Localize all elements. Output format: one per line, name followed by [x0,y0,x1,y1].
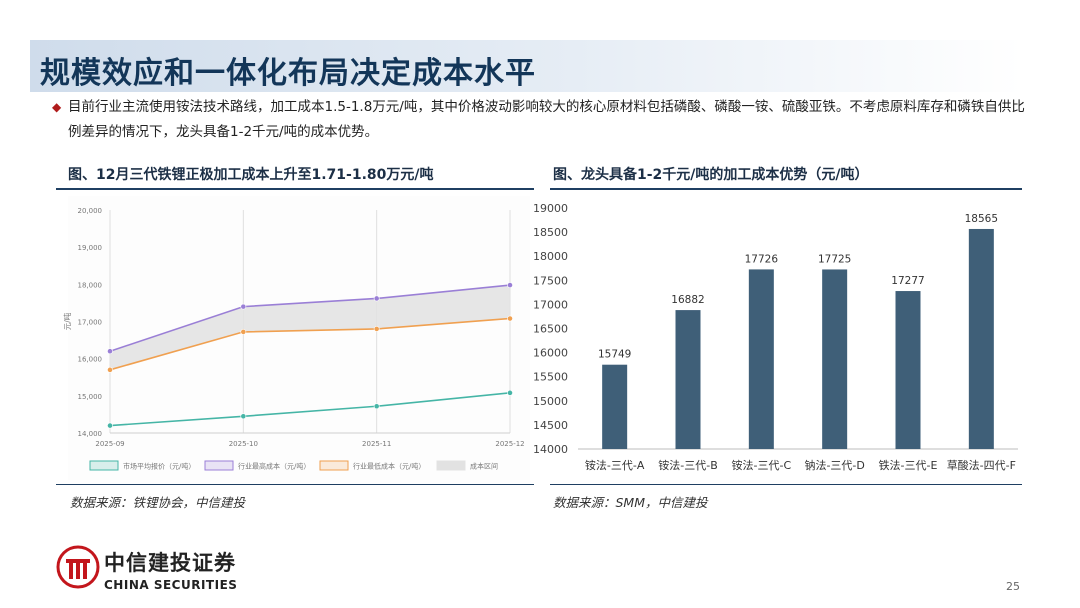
y-tick-label: 16500 [533,323,568,336]
bar [895,291,921,449]
left-figure-top-rule [56,188,534,190]
bullet-paragraph: ◆ 目前行业主流使用铵法技术路线，加工成本1.5-1.8万元/吨，其中价格波动影… [52,95,1028,145]
bar [822,269,848,449]
left-figure-bottom-rule [56,484,534,485]
bar [602,364,628,449]
y-tick-label: 18500 [533,226,568,239]
x-tick-label: 钠法-三代-D [804,458,864,472]
china-securities-logo-icon [56,545,100,589]
x-tick-label: 铵法-三代-C [732,458,792,472]
y-tick-label: 16000 [533,347,568,360]
bar [968,228,994,449]
x-tick-label: 铵法-三代-B [658,458,718,472]
y-tick-label: 14500 [533,419,568,432]
y-tick-label: 15500 [533,371,568,384]
y-tick-label: 19000 [533,202,568,215]
bar-value-label: 15749 [598,349,631,361]
x-tick-label: 草酸法-四代-F [947,458,1016,472]
left-chart-background [68,196,530,480]
x-tick-label: 铁法-三代-E [879,458,938,472]
right-figure-bottom-rule [550,484,1022,485]
right-figure-title: 图、龙头具备1-2千元/吨的加工成本优势（元/吨） [553,167,869,183]
page-number: 25 [1006,580,1020,593]
bar-value-label: 17725 [818,253,851,265]
left-figure-source: 数据来源：铁锂协会，中信建投 [70,495,246,510]
logo-chinese-name: 中信建投证券 [104,551,236,575]
y-tick-label: 17000 [533,298,568,311]
right-figure-source: 数据来源：SMM，中信建投 [553,495,708,510]
right-figure-top-rule [550,188,1022,190]
y-tick-label: 18000 [533,250,568,263]
bar-value-label: 17726 [745,253,779,265]
bar-value-label: 17277 [891,275,924,287]
y-tick-label: 15000 [533,395,568,408]
title-banner [30,40,1022,92]
bar-value-label: 18565 [965,213,998,225]
left-figure-title: 图、12月三代铁锂正极加工成本上升至1.71-1.80万元/吨 [68,167,434,183]
logo-english-name: CHINA SECURITIES [104,578,238,592]
bar [748,269,774,449]
y-tick-label: 17500 [533,274,568,287]
bar-value-label: 16882 [671,294,704,306]
bar [675,310,701,449]
y-tick-label: 14000 [533,443,568,456]
bullet-marker: ◆ [52,100,62,114]
bullet-text: 目前行业主流使用铵法技术路线，加工成本1.5-1.8万元/吨，其中价格波动影响较… [68,99,1025,140]
page-title: 规模效应和一体化布局决定成本水平 [40,56,536,91]
x-tick-label: 铵法-三代-A [585,458,645,472]
